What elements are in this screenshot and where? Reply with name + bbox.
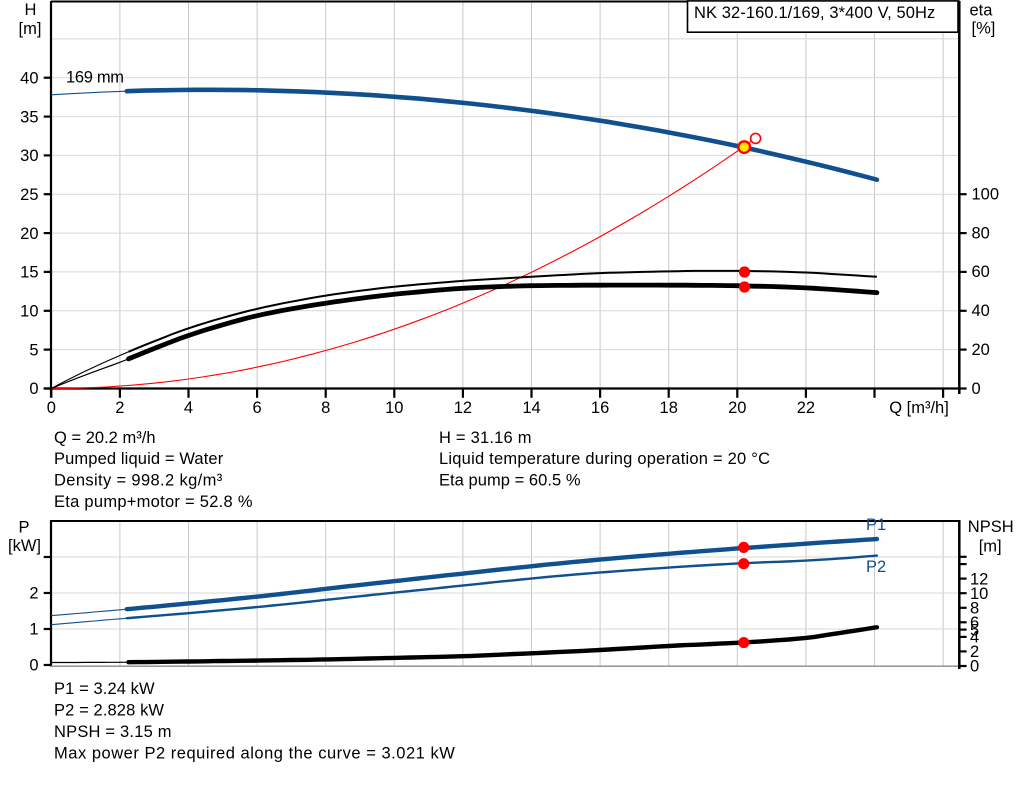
svg-text:eta: eta — [970, 2, 994, 20]
svg-text:Pumped liquid = Water: Pumped liquid = Water — [54, 450, 224, 468]
svg-text:10: 10 — [970, 585, 988, 603]
svg-text:0: 0 — [47, 399, 56, 417]
svg-text:4: 4 — [184, 399, 193, 417]
svg-text:10: 10 — [385, 399, 403, 417]
svg-text:P: P — [18, 519, 29, 537]
svg-text:12: 12 — [454, 399, 472, 417]
svg-text:60: 60 — [972, 263, 990, 281]
svg-text:8: 8 — [321, 399, 330, 417]
svg-text:10: 10 — [20, 303, 38, 321]
svg-text:[%]: [%] — [972, 20, 996, 38]
svg-text:20: 20 — [20, 225, 38, 243]
svg-text:P2: P2 — [866, 558, 886, 576]
svg-text:2: 2 — [29, 585, 38, 603]
svg-text:18: 18 — [660, 399, 678, 417]
svg-text:Liquid temperature during oper: Liquid temperature during operation = 20… — [439, 450, 770, 468]
svg-text:0: 0 — [972, 380, 981, 398]
svg-text:30: 30 — [20, 147, 38, 165]
svg-text:Eta pump+motor = 52.8 %: Eta pump+motor = 52.8 % — [54, 493, 253, 511]
svg-text:5: 5 — [29, 341, 38, 359]
svg-text:25: 25 — [20, 186, 38, 204]
svg-text:H: H — [25, 1, 37, 19]
svg-text:22: 22 — [797, 399, 815, 417]
svg-text:40: 40 — [20, 69, 38, 87]
svg-text:20: 20 — [972, 341, 990, 359]
svg-text:100: 100 — [972, 186, 1000, 204]
svg-text:40: 40 — [972, 302, 990, 320]
svg-text:12: 12 — [970, 570, 988, 588]
svg-text:169 mm: 169 mm — [66, 69, 124, 87]
svg-text:Q [m³/h]: Q [m³/h] — [889, 399, 949, 417]
svg-text:P2 = 2.828 kW: P2 = 2.828 kW — [54, 701, 164, 719]
svg-text:20: 20 — [728, 399, 746, 417]
svg-text:6: 6 — [253, 399, 262, 417]
svg-text:8: 8 — [970, 600, 979, 618]
svg-text:[m]: [m] — [19, 20, 42, 38]
svg-text:0: 0 — [29, 657, 38, 675]
svg-text:15: 15 — [20, 264, 38, 282]
svg-text:1: 1 — [29, 621, 38, 639]
svg-text:0: 0 — [29, 380, 38, 398]
svg-text:P1: P1 — [866, 516, 886, 534]
svg-text:P1 = 3.24 kW: P1 = 3.24 kW — [54, 680, 155, 698]
svg-text:4: 4 — [970, 629, 979, 647]
svg-text:16: 16 — [591, 399, 609, 417]
svg-text:[kW]: [kW] — [8, 537, 41, 555]
svg-text:6: 6 — [970, 614, 979, 632]
svg-text:NPSH: NPSH — [968, 518, 1014, 536]
svg-text:2: 2 — [970, 643, 979, 661]
svg-text:Q = 20.2 m³/h: Q = 20.2 m³/h — [54, 429, 156, 447]
svg-text:14: 14 — [522, 399, 540, 417]
svg-text:35: 35 — [20, 108, 38, 126]
svg-text:NK 32-160.1/169, 3*400 V, 50Hz: NK 32-160.1/169, 3*400 V, 50Hz — [694, 4, 935, 22]
svg-text:80: 80 — [972, 224, 990, 242]
svg-text:2: 2 — [115, 399, 124, 417]
svg-text:Density = 998.2 kg/m³: Density = 998.2 kg/m³ — [54, 472, 223, 490]
svg-text:Eta pump = 60.5 %: Eta pump = 60.5 % — [439, 472, 581, 490]
svg-text:5: 5 — [970, 621, 979, 639]
svg-text:H = 31.16 m: H = 31.16 m — [439, 429, 532, 447]
svg-text:[m]: [m] — [979, 538, 1002, 556]
svg-text:0: 0 — [970, 658, 979, 676]
svg-text:Max power P2 required along th: Max power P2 required along the curve = … — [54, 744, 455, 762]
svg-text:NPSH = 3.15 m: NPSH = 3.15 m — [54, 723, 172, 741]
